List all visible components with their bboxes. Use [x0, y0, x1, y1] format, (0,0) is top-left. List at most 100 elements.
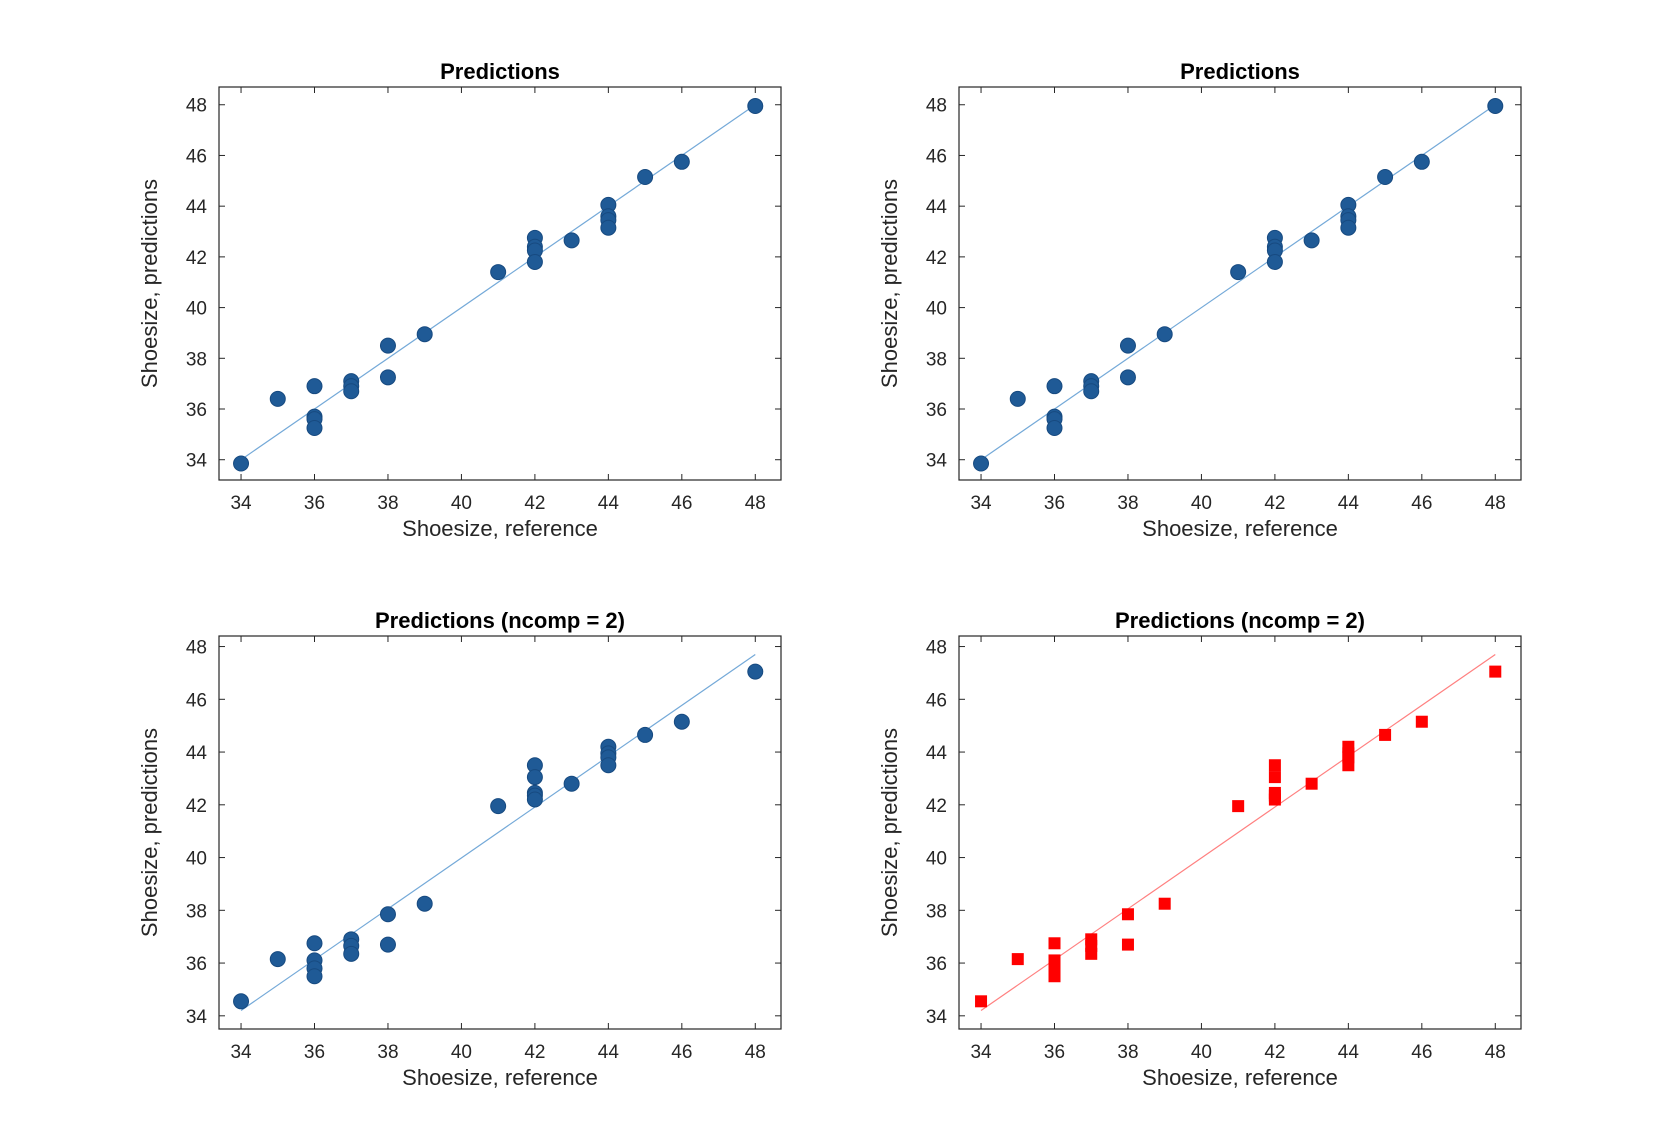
- plot-area: [219, 87, 781, 480]
- x-tick-label: 44: [598, 493, 620, 514]
- y-tick-label: 48: [186, 96, 207, 117]
- data-point: [526, 791, 543, 808]
- x-tick-label: 46: [1411, 1042, 1432, 1063]
- x-tick-label: 34: [970, 1042, 992, 1063]
- x-tick-label: 36: [1044, 493, 1065, 514]
- y-tick-label: 38: [186, 901, 207, 922]
- data-point: [1121, 938, 1134, 951]
- data-point: [637, 169, 654, 186]
- data-point: [1342, 759, 1355, 772]
- x-tick-label: 42: [1264, 493, 1285, 514]
- x-tick-label: 48: [1485, 1042, 1506, 1063]
- data-point: [1266, 253, 1283, 270]
- data-point: [600, 219, 617, 236]
- x-tick-label: 34: [970, 493, 992, 514]
- y-axis-label: Shoesize, predictions: [877, 179, 902, 388]
- y-tick-label: 38: [926, 901, 947, 922]
- data-point: [600, 757, 617, 774]
- chart-panel-1: 34 36 38 40 42 44 46 48 34 36 38 40 42 44 46 48 Predicti…: [137, 59, 782, 541]
- x-axis-label: Shoesize, reference: [1142, 1065, 1338, 1090]
- data-point: [379, 369, 396, 386]
- x-tick-label: 44: [598, 1042, 620, 1063]
- chart-title: Predictions (ncomp = 2): [1115, 608, 1365, 633]
- chart-title: Predictions (ncomp = 2): [375, 608, 625, 633]
- fit-line: [240, 104, 756, 461]
- data-point: [306, 935, 323, 952]
- data-point: [306, 378, 323, 395]
- x-axis-label: Shoesize, reference: [1142, 516, 1338, 541]
- x-tick-label: 40: [451, 1042, 472, 1063]
- y-tick-label: 42: [186, 248, 207, 269]
- y-tick-label: 44: [926, 197, 948, 218]
- y-tick-label: 40: [186, 299, 207, 320]
- data-point: [269, 390, 286, 407]
- data-point: [1011, 953, 1024, 966]
- axes-box: [218, 635, 782, 1030]
- data-point: [1048, 937, 1061, 950]
- y-tick-label: 34: [186, 1007, 208, 1028]
- y-axis-label: Shoesize, predictions: [137, 728, 162, 937]
- x-tick-label: 38: [377, 1042, 398, 1063]
- data-point: [1489, 665, 1502, 678]
- fit-line: [980, 104, 1496, 461]
- y-tick-label: 44: [186, 197, 208, 218]
- data-point: [306, 968, 323, 985]
- data-point: [1156, 326, 1173, 343]
- y-tick-label: 44: [926, 743, 948, 764]
- data-point: [637, 726, 654, 743]
- data-point: [673, 713, 690, 730]
- chart-title: Predictions: [1180, 59, 1300, 84]
- y-tick-label: 42: [186, 796, 207, 817]
- axes-box: [958, 86, 1522, 481]
- data-point: [306, 420, 323, 437]
- chart-panel-4: 34 36 38 40 42 44 46 48 34 36 38 40 42 44 46 48 Predicti…: [877, 608, 1522, 1090]
- y-tick-label: 36: [186, 400, 207, 421]
- y-tick-label: 40: [926, 299, 947, 320]
- y-tick-label: 36: [926, 954, 947, 975]
- chart-panel-2: 34 36 38 40 42 44 46 48 34 36 38 40 42 44 46 48 Predicti…: [877, 59, 1522, 541]
- fit-line: [240, 653, 756, 1012]
- x-tick-label: 38: [1117, 493, 1138, 514]
- data-point: [526, 769, 543, 786]
- y-tick-label: 34: [926, 451, 948, 472]
- x-axis-label: Shoesize, reference: [402, 1065, 598, 1090]
- data-point: [379, 337, 396, 354]
- data-point: [526, 253, 543, 270]
- data-point: [1268, 793, 1281, 806]
- x-tick-label: 40: [1191, 1042, 1212, 1063]
- x-tick-label: 36: [304, 1042, 325, 1063]
- data-point: [1379, 728, 1392, 741]
- data-point: [379, 936, 396, 953]
- data-point: [1377, 169, 1394, 186]
- x-tick-label: 42: [1264, 1042, 1285, 1063]
- data-point: [1487, 98, 1504, 115]
- chart-title: Predictions: [440, 59, 560, 84]
- data-point: [1009, 390, 1026, 407]
- y-tick-label: 38: [926, 349, 947, 370]
- plot-area: [959, 87, 1521, 480]
- y-tick-label: 44: [186, 743, 208, 764]
- x-tick-label: 36: [1044, 1042, 1065, 1063]
- data-point: [563, 775, 580, 792]
- data-point: [416, 326, 433, 343]
- x-tick-label: 48: [1485, 493, 1506, 514]
- y-tick-label: 42: [926, 248, 947, 269]
- data-point: [673, 153, 690, 170]
- y-tick-label: 48: [926, 96, 947, 117]
- data-point: [1083, 383, 1100, 400]
- axes-box: [958, 635, 1522, 1030]
- y-tick-label: 48: [186, 638, 207, 659]
- data-point: [233, 993, 250, 1010]
- data-point: [233, 455, 250, 472]
- data-point: [1413, 153, 1430, 170]
- x-axis-label: Shoesize, reference: [402, 516, 598, 541]
- data-point: [1305, 777, 1318, 790]
- data-point: [1268, 759, 1281, 772]
- x-tick-label: 46: [671, 493, 692, 514]
- data-point: [1085, 947, 1098, 960]
- data-point: [416, 895, 433, 912]
- data-point: [490, 798, 507, 815]
- y-tick-label: 36: [186, 954, 207, 975]
- y-tick-label: 34: [186, 451, 208, 472]
- y-tick-label: 46: [186, 146, 207, 167]
